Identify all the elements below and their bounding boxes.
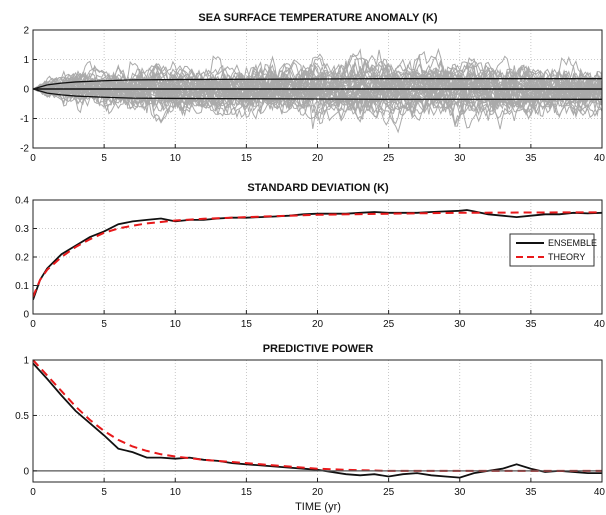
- y-tick-label: 0: [23, 466, 29, 477]
- legend: ENSEMBLE THEORY: [509, 233, 597, 267]
- x-tick-label: 30: [454, 487, 466, 498]
- x-tick-label: 20: [312, 153, 324, 164]
- axes: 0 5 10 15 20 25 30 35 40 0 0.5 1: [15, 356, 605, 499]
- panel-sst-anomaly: SEA SURFACE TEMPERATURE ANOMALY (K) 0 5 10…: [20, 12, 605, 164]
- ensemble-member-line: [33, 62, 602, 113]
- x-tick-label: 35: [525, 153, 537, 164]
- plot-area: [33, 209, 602, 301]
- x-tick-label: 10: [170, 153, 182, 164]
- panel-title: PREDICTIVE POWER: [263, 343, 374, 355]
- y-tick-label: 0.2: [15, 253, 29, 264]
- ensemble-member-line: [33, 61, 602, 124]
- y-tick-label: 1: [23, 55, 29, 66]
- envelope-lower-line: [33, 88, 602, 100]
- panel-predictive-power: PREDICTIVE POWER 0 5 10 15 20 25 30 35 40 0 0.5 1 T…: [15, 343, 605, 513]
- plot-area: [33, 360, 602, 479]
- y-tick-label: 0.1: [15, 281, 29, 292]
- theory-line: [33, 211, 602, 298]
- ensemble-member-line: [33, 60, 602, 125]
- x-tick-label: 25: [383, 487, 395, 498]
- x-axis-label: TIME (yr): [295, 501, 341, 513]
- ensemble-line: [33, 362, 602, 479]
- x-tick-label: 30: [454, 319, 466, 330]
- theory-line: [33, 360, 602, 472]
- legend-theory-label: THEORY: [548, 252, 585, 262]
- envelope-upper-line: [33, 78, 602, 90]
- y-tick-label: -2: [20, 144, 29, 155]
- x-tick-label: 0: [30, 319, 36, 330]
- x-tick-label: 5: [101, 153, 107, 164]
- axes: 0 5 10 15 20 25 30 35 40 0 0.1 0.2 0.3 0.4: [15, 196, 605, 331]
- x-tick-label: 25: [383, 153, 395, 164]
- legend-ensemble-label: ENSEMBLE: [548, 238, 597, 248]
- x-tick-label: 40: [594, 153, 606, 164]
- x-tick-label: 40: [594, 487, 606, 498]
- x-tick-label: 10: [170, 487, 182, 498]
- x-tick-label: 15: [241, 487, 253, 498]
- panel-standard-deviation: STANDARD DEVIATION (K) 0 5 10 15 20 25 30 35 400…: [15, 182, 605, 330]
- clip-group: [33, 360, 602, 479]
- y-tick-label: 0: [23, 85, 29, 96]
- clip-group: [33, 47, 602, 134]
- y-tick-label: 0: [23, 310, 29, 321]
- plot-area: [33, 47, 602, 134]
- x-tick-label: 15: [241, 319, 253, 330]
- panel-title: STANDARD DEVIATION (K): [247, 182, 389, 194]
- x-tick-label: 10: [170, 319, 182, 330]
- x-tick-label: 5: [101, 487, 107, 498]
- ensemble-line: [33, 209, 602, 301]
- y-tick-label: 0.4: [15, 196, 29, 207]
- clip-group: [33, 209, 602, 301]
- x-tick-label: 15: [241, 153, 253, 164]
- ensemble-member-line: [33, 53, 602, 113]
- y-tick-label: 1: [23, 356, 29, 367]
- y-tick-label: 2: [23, 26, 29, 37]
- x-tick-label: 35: [525, 487, 537, 498]
- x-tick-label: 0: [30, 153, 36, 164]
- y-tick-label: 0.5: [15, 411, 29, 422]
- legend-box: [509, 233, 595, 267]
- x-tick-label: 20: [312, 487, 324, 498]
- x-tick-label: 40: [594, 319, 606, 330]
- y-tick-label: 0.3: [15, 224, 29, 235]
- x-tick-label: 25: [383, 319, 395, 330]
- panel-title: SEA SURFACE TEMPERATURE ANOMALY (K): [198, 12, 438, 24]
- x-tick-label: 20: [312, 319, 324, 330]
- x-tick-label: 35: [525, 319, 537, 330]
- x-tick-label: 0: [30, 487, 36, 498]
- y-tick-label: -1: [20, 114, 29, 125]
- axes: 0 5 10 15 20 25 30 35 40 -2 -1 0 1 2: [20, 26, 605, 165]
- x-tick-label: 5: [101, 319, 107, 330]
- x-tick-label: 30: [454, 153, 466, 164]
